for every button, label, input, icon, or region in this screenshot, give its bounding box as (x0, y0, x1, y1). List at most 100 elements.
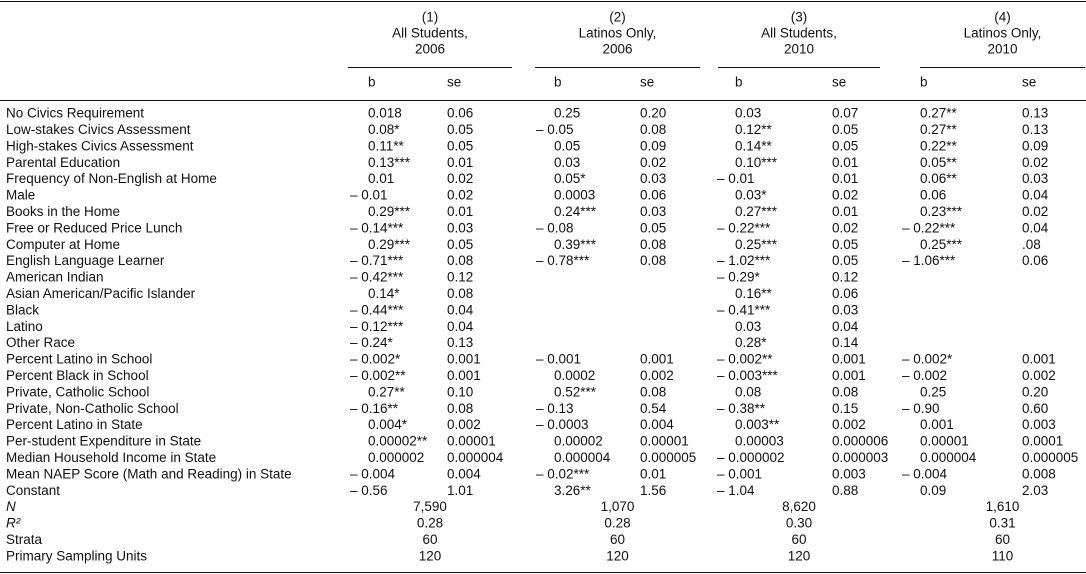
standard-error: 0.05 (447, 122, 473, 137)
coefficient: – 0.22*** (717, 220, 771, 235)
coefficient: 0.000002 (368, 450, 424, 465)
footer-value: 60 (791, 532, 806, 547)
coefficient: – 0.002* (350, 352, 401, 367)
column-header: b (920, 75, 928, 90)
row-label: Private, Non-Catholic School (6, 401, 179, 416)
coefficient: 0.27** (920, 106, 958, 121)
footer-value: 1,610 (986, 499, 1020, 514)
coefficient: – 0.004 (902, 466, 948, 481)
model-header: Latinos Only, (579, 26, 657, 41)
coefficient: 0.27** (920, 122, 958, 137)
standard-error: 0.003 (832, 466, 866, 481)
standard-error: 0.05 (832, 122, 858, 137)
coefficient: – 0.71*** (350, 253, 404, 268)
row-label: Constant (6, 483, 60, 498)
standard-error: 0.02 (832, 220, 858, 235)
row-label: Other Race (6, 335, 75, 350)
standard-error: 0.000006 (832, 434, 888, 449)
footer-value: 0.31 (989, 516, 1015, 531)
standard-error: 0.04 (447, 302, 474, 317)
standard-error: 0.08 (447, 286, 473, 301)
model-header: Latinos Only, (964, 26, 1042, 41)
standard-error: 0.004 (640, 417, 674, 432)
standard-error: 0.04 (1022, 188, 1049, 203)
coefficient: 0.018 (368, 106, 402, 121)
coefficient: 0.22** (920, 138, 958, 153)
standard-error: 0.003 (1022, 417, 1056, 432)
coefficient: 0.25*** (735, 237, 778, 252)
standard-error: 0.001 (447, 368, 481, 383)
coefficient: – 0.000002 (717, 450, 785, 465)
coefficient: – 0.22*** (902, 220, 956, 235)
standard-error: 0.08 (640, 253, 666, 268)
footer-value: 120 (606, 548, 629, 563)
standard-error: 0.02 (1022, 204, 1048, 219)
standard-error: 0.09 (1022, 138, 1048, 153)
coefficient: 0.10*** (735, 155, 778, 170)
model-header: (4) (994, 10, 1011, 25)
row-label: Per-student Expenditure in State (6, 434, 201, 449)
standard-error: 0.02 (832, 188, 858, 203)
coefficient: – 0.002 (902, 368, 947, 383)
model-header: (1) (422, 10, 439, 25)
standard-error: 0.20 (1022, 384, 1048, 399)
coefficient: 0.01 (368, 171, 394, 186)
column-header: se (640, 75, 654, 90)
row-label: Male (6, 188, 35, 203)
coefficient: – 0.78*** (536, 253, 590, 268)
coefficient: – 1.04 (717, 483, 755, 498)
coefficient: 0.00001 (920, 434, 969, 449)
footer-value: 120 (788, 548, 811, 563)
standard-error: 0.03 (447, 220, 473, 235)
standard-error: 0.03 (640, 204, 666, 219)
standard-error: 0.04 (832, 319, 859, 334)
standard-error: 0.001 (832, 368, 866, 383)
row-label: Private, Catholic School (6, 384, 149, 399)
coefficient: 0.27** (368, 384, 406, 399)
standard-error: 0.08 (640, 237, 666, 252)
coefficient: – 0.001 (536, 352, 581, 367)
footer-label: Primary Sampling Units (6, 548, 147, 563)
standard-error: 0.01 (832, 204, 858, 219)
coefficient: – 0.13 (536, 401, 574, 416)
standard-error: 0.20 (640, 106, 666, 121)
coefficient: 0.08* (368, 122, 400, 137)
standard-error: 1.56 (640, 483, 666, 498)
standard-error: 0.02 (447, 171, 473, 186)
standard-error: 0.000005 (1022, 450, 1078, 465)
coefficient: – 1.02*** (717, 253, 771, 268)
coefficient: 0.004* (368, 417, 408, 432)
coefficient: 0.23*** (920, 204, 963, 219)
standard-error: 0.12 (447, 270, 473, 285)
coefficient: – 0.01 (350, 188, 388, 203)
standard-error: 0.04 (1022, 220, 1049, 235)
standard-error: 0.008 (1022, 466, 1056, 481)
coefficient: – 0.002* (902, 352, 953, 367)
coefficient: 0.08 (735, 384, 761, 399)
standard-error: 0.000005 (640, 450, 696, 465)
coefficient: – 0.05 (536, 122, 574, 137)
coefficient: – 0.02*** (536, 466, 590, 481)
coefficient: 0.12** (735, 122, 773, 137)
coefficient: 0.11** (368, 138, 405, 153)
row-label: Books in the Home (6, 204, 120, 219)
standard-error: 0.05 (832, 138, 858, 153)
coefficient: 0.00003 (735, 434, 784, 449)
standard-error: 0.01 (447, 155, 473, 170)
standard-error: 0.08 (640, 384, 666, 399)
standard-error: 0.001 (832, 352, 866, 367)
footer-label: Strata (6, 532, 43, 547)
standard-error: 0.00001 (447, 434, 496, 449)
footer-value: 1,070 (601, 499, 635, 514)
standard-error: 0.05 (832, 237, 858, 252)
coefficient: 0.03 (735, 106, 761, 121)
coefficient: – 0.29* (717, 270, 761, 285)
coefficient: – 0.44*** (350, 302, 404, 317)
coefficient: – 0.002** (350, 368, 406, 383)
coefficient: 0.00002 (554, 434, 603, 449)
standard-error: 0.01 (832, 171, 858, 186)
model-header: All Students, (761, 26, 837, 41)
standard-error: 0.04 (447, 319, 474, 334)
column-header: b (368, 75, 376, 90)
